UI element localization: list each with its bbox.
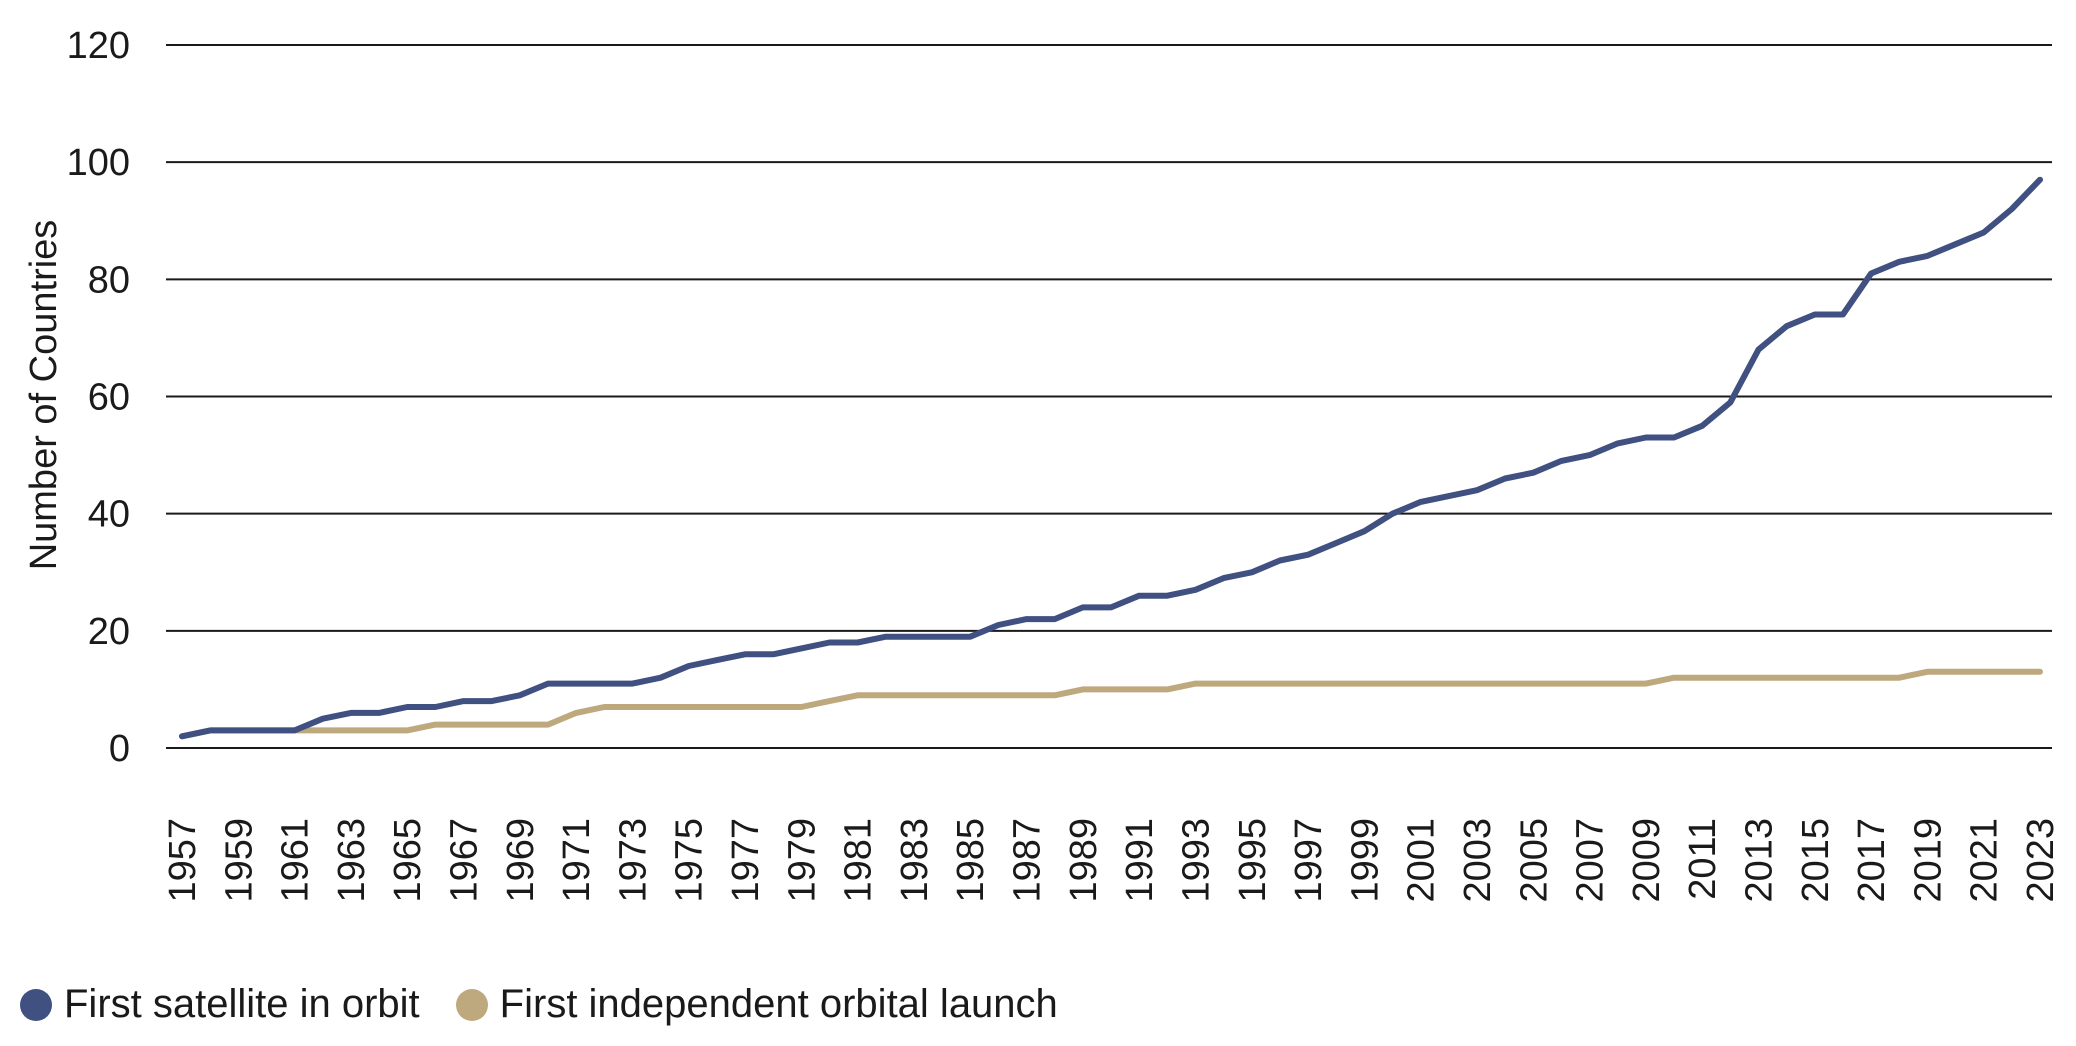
x-axis: 1957 1959 1961 1963 1965 1967 1969 1971 1973 1975… — [162, 818, 2062, 903]
legend-item-launch: First independent orbital launch — [455, 982, 1058, 1027]
y-tick-label: 120 — [67, 25, 130, 67]
series — [179, 176, 2043, 740]
series-line-first-satellite — [179, 176, 2043, 740]
x-tick-label: 2009 — [1626, 818, 1668, 903]
y-tick-label: 80 — [88, 259, 130, 301]
x-tick-label: 1987 — [1007, 818, 1049, 903]
legend-label-satellite: First satellite in orbit — [64, 982, 420, 1026]
x-tick-label: 1965 — [387, 818, 429, 903]
x-tick-label: 1973 — [612, 818, 654, 903]
x-tick-label: 1961 — [275, 818, 317, 903]
y-tick-label: 40 — [88, 494, 130, 536]
legend-label-launch: First independent orbital launch — [499, 982, 1058, 1026]
x-tick-label: 1985 — [950, 818, 992, 903]
x-tick-label: 1981 — [838, 818, 880, 903]
x-tick-label: 2007 — [1570, 818, 1612, 903]
x-tick-label: 1983 — [894, 818, 936, 903]
y-tick-label: 60 — [88, 377, 130, 419]
y-tick-label: 0 — [109, 728, 130, 770]
x-tick-label: 1975 — [669, 818, 711, 903]
x-tick-label: 1959 — [218, 818, 260, 903]
x-tick-label: 1989 — [1063, 818, 1105, 903]
x-tick-label: 1999 — [1344, 818, 1386, 903]
x-tick-label: 2015 — [1795, 818, 1837, 903]
y-tick-label: 100 — [67, 142, 130, 184]
x-tick-label: 1979 — [781, 818, 823, 903]
x-tick-label: 2019 — [1907, 818, 1949, 903]
y-axis: 0 20 40 60 80 100 120 — [67, 25, 130, 770]
x-tick-label: 2017 — [1851, 818, 1893, 903]
x-tick-label: 1967 — [444, 818, 486, 903]
series-line-first-launch — [179, 668, 2043, 740]
legend-swatch-launch — [455, 988, 488, 1021]
gridlines — [166, 44, 2052, 749]
legend-swatch-satellite — [20, 988, 52, 1021]
x-tick-label: 1997 — [1288, 818, 1330, 903]
x-tick-label: 2001 — [1401, 818, 1443, 903]
x-tick-label: 2011 — [1682, 818, 1724, 900]
legend: First satellite in orbit First independe… — [20, 982, 1094, 1027]
y-tick-label: 20 — [88, 611, 130, 653]
y-axis-title: Number of Countries — [23, 220, 65, 571]
x-tick-label: 1957 — [162, 818, 204, 903]
x-tick-label: 1969 — [500, 818, 542, 903]
x-tick-label: 1993 — [1175, 818, 1217, 903]
x-tick-label: 1963 — [331, 818, 373, 903]
x-tick-label: 1995 — [1232, 818, 1274, 903]
legend-item-satellite: First satellite in orbit — [20, 982, 420, 1027]
x-tick-label: 2023 — [2020, 818, 2062, 903]
x-tick-label: 2013 — [1738, 818, 1780, 903]
x-tick-label: 1971 — [556, 818, 598, 903]
x-tick-label: 1977 — [725, 818, 767, 903]
x-tick-label: 2005 — [1513, 818, 1555, 903]
x-tick-label: 2003 — [1457, 818, 1499, 903]
x-tick-label: 2021 — [1964, 818, 2006, 903]
x-tick-label: 1991 — [1119, 818, 1161, 903]
